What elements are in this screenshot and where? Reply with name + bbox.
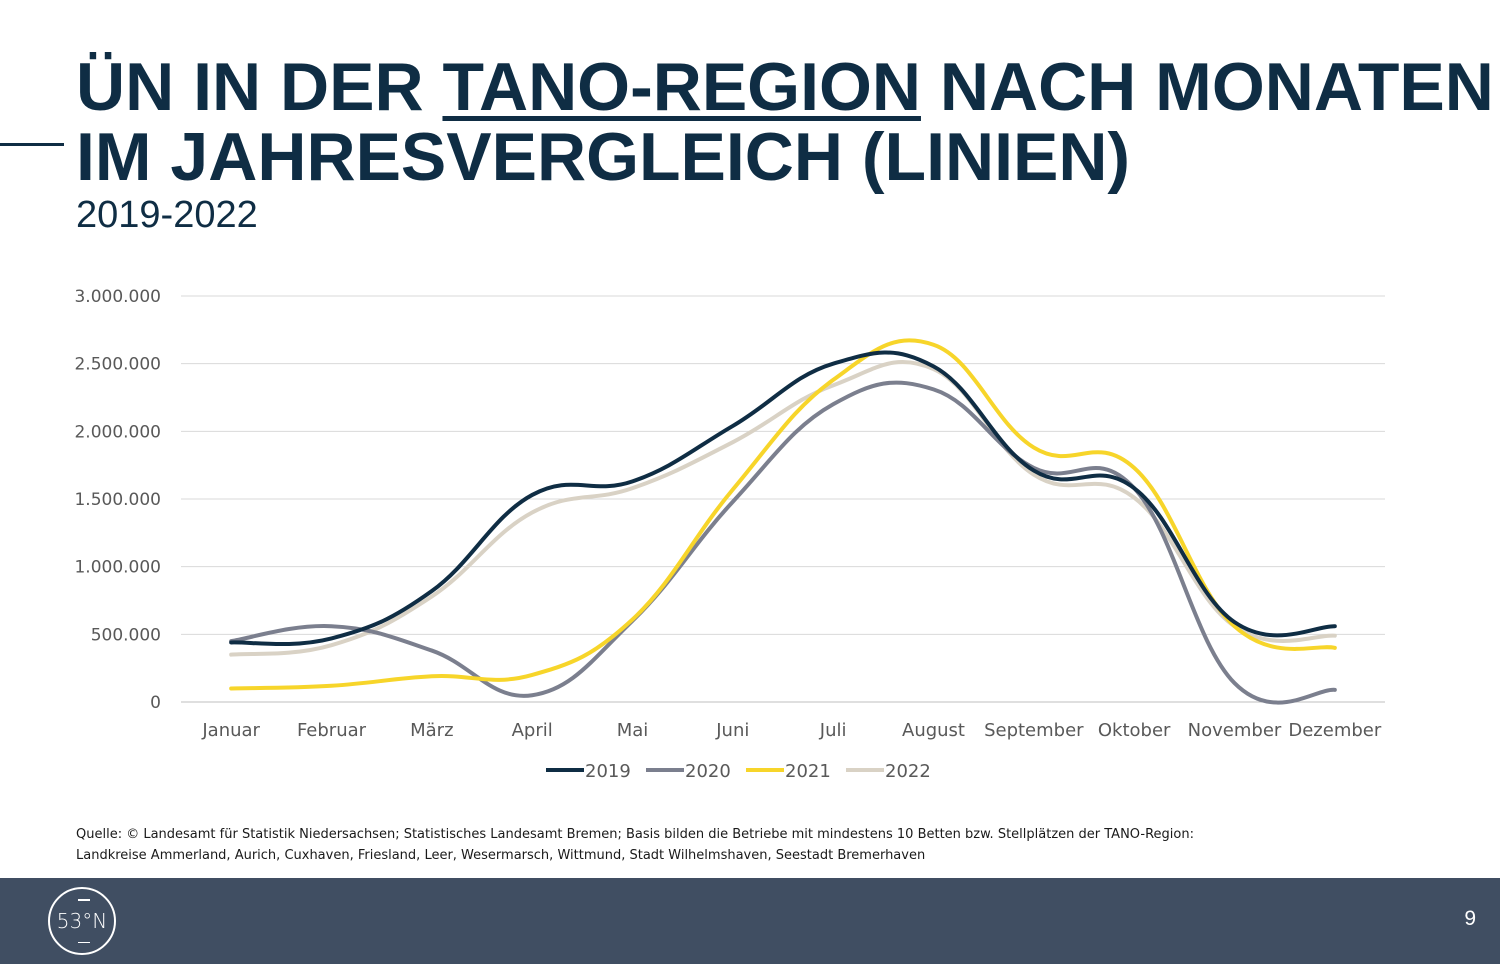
x-tick-label: Mai xyxy=(617,720,649,741)
y-tick-label: 1.000.000 xyxy=(74,558,161,578)
series-line-2019 xyxy=(229,350,1337,647)
x-tick-label: Dezember xyxy=(1288,720,1381,741)
title-underlined: TANO-REGION xyxy=(442,49,921,125)
y-tick-label: 500.000 xyxy=(91,625,161,645)
y-tick-label: 0 xyxy=(150,693,161,713)
page-subtitle: 2019-2022 xyxy=(76,194,258,236)
footer-bar xyxy=(0,878,1500,964)
title-prefix: ÜN IN DER xyxy=(76,49,443,125)
x-tick-label: Januar xyxy=(201,720,260,741)
x-tick-label: November xyxy=(1188,720,1282,741)
x-tick-label: Juli xyxy=(819,720,847,741)
x-tick-label: Juni xyxy=(715,720,749,741)
x-tick-label: Oktober xyxy=(1098,720,1171,741)
x-tick-label: Februar xyxy=(297,720,367,741)
series-line-2021 xyxy=(229,338,1337,691)
legend-label-2020: 2020 xyxy=(685,761,731,782)
page-title: ÜN IN DER TANO-REGION NACH MONATEN IM JA… xyxy=(76,52,1494,192)
logo-text: 53°N xyxy=(56,909,108,933)
legend-label-2019: 2019 xyxy=(585,761,631,782)
y-tick-label: 2.000.000 xyxy=(74,422,161,442)
accent-line xyxy=(0,143,64,146)
y-tick-label: 1.500.000 xyxy=(74,490,161,510)
x-tick-label: September xyxy=(984,720,1084,741)
series-line-2022 xyxy=(229,359,1337,657)
source-line-2: Landkreise Ammerland, Aurich, Cuxhaven, … xyxy=(76,848,926,863)
title-line2: IM JAHRESVERGLEICH (LINIEN) xyxy=(76,119,1131,195)
line-chart: 0 500.000 1.000.000 1.500.000 2.000.000 2.500… xyxy=(74,287,1385,782)
y-tick-label: 3.000.000 xyxy=(74,287,161,307)
source-line-1: Quelle: © Landesamt für Statistik Nieder… xyxy=(76,827,1194,842)
logo-bar-bottom xyxy=(78,941,90,943)
logo-bar-top xyxy=(78,899,90,901)
x-tick-label: April xyxy=(512,720,553,741)
y-tick-label: 2.500.000 xyxy=(74,355,161,375)
x-tick-label: März xyxy=(410,720,453,741)
page-number: 9 xyxy=(1464,907,1476,930)
title-suffix: NACH MONATEN xyxy=(920,49,1494,125)
series-line-2020 xyxy=(229,380,1337,705)
brand-logo: 53°N xyxy=(48,887,116,955)
legend-label-2022: 2022 xyxy=(885,761,931,782)
source-note: Quelle: © Landesamt für Statistik Nieder… xyxy=(76,824,1376,866)
legend-label-2021: 2021 xyxy=(785,761,831,782)
x-tick-label: August xyxy=(902,720,965,741)
